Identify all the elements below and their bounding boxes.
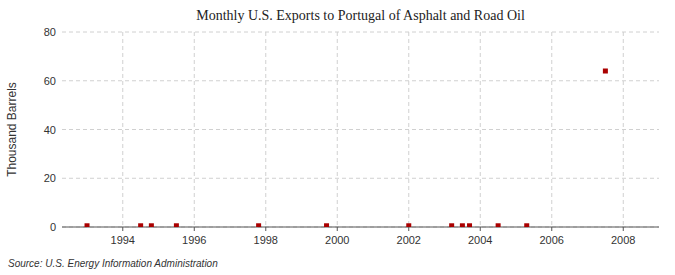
x-tick-label: 1996: [182, 234, 206, 246]
point: [467, 223, 472, 227]
x-tick: [194, 227, 195, 231]
grid-line-x: [480, 32, 481, 227]
grid-line-x: [122, 32, 123, 227]
point: [406, 223, 411, 227]
grid: [62, 32, 659, 227]
y-axis-label: Thousand Barrels: [5, 82, 19, 177]
x-tick-label: 1998: [254, 234, 278, 246]
grid-line-y: [62, 129, 659, 130]
point: [256, 223, 261, 227]
y-tick-label: 40: [44, 124, 56, 136]
x-tick: [265, 227, 266, 231]
chart: 1994 1996 1998 2000 2002 2004 2006 2008 0 20 40 60 8…: [0, 0, 675, 275]
x-tick-label: 2004: [468, 234, 492, 246]
x-tick: [480, 227, 481, 231]
point: [174, 223, 179, 227]
x-tick-label: 2002: [397, 234, 421, 246]
y-tick-label: 20: [44, 172, 56, 184]
point: [524, 223, 529, 227]
x-axis: 1994 1996 1998 2000 2002 2004 2006 2008: [111, 227, 636, 246]
point: [460, 223, 465, 227]
grid-line-y: [62, 80, 659, 81]
point: [149, 223, 154, 227]
grid-line-x: [551, 32, 552, 227]
points: [85, 69, 608, 228]
x-tick-label: 1994: [111, 234, 135, 246]
x-tick-label: 2008: [611, 234, 635, 246]
point: [138, 223, 143, 227]
grid-line-x: [194, 32, 195, 227]
title: Monthly U.S. Exports to Portugal of Asph…: [196, 8, 525, 23]
point: [449, 223, 454, 227]
grid-line-x: [337, 32, 338, 227]
y-axis: 0 20 40 60 80: [44, 26, 56, 233]
grid-line-x: [623, 32, 624, 227]
point: [324, 223, 329, 227]
x-tick-label: 2000: [325, 234, 349, 246]
plot-area: [62, 32, 659, 227]
y-tick-label: 80: [44, 26, 56, 38]
x-tick: [122, 227, 123, 231]
grid-line-y: [62, 32, 659, 33]
grid-line-x: [265, 32, 266, 227]
x-tick-label: 2006: [540, 234, 564, 246]
point: [496, 223, 501, 227]
x-tick: [337, 227, 338, 231]
grid-line-x: [408, 32, 409, 227]
point: [603, 69, 608, 74]
x-tick: [623, 227, 624, 231]
y-tick-label: 0: [50, 221, 56, 233]
grid-line-y: [62, 178, 659, 179]
source-annotation: Source: U.S. Energy Information Administ…: [8, 258, 218, 269]
chart-container: 1994 1996 1998 2000 2002 2004 2006 2008 0 20 40 60 8…: [0, 0, 675, 275]
x-tick: [408, 227, 409, 231]
point: [85, 223, 90, 227]
y-tick-label: 60: [44, 75, 56, 87]
x-tick: [551, 227, 552, 231]
